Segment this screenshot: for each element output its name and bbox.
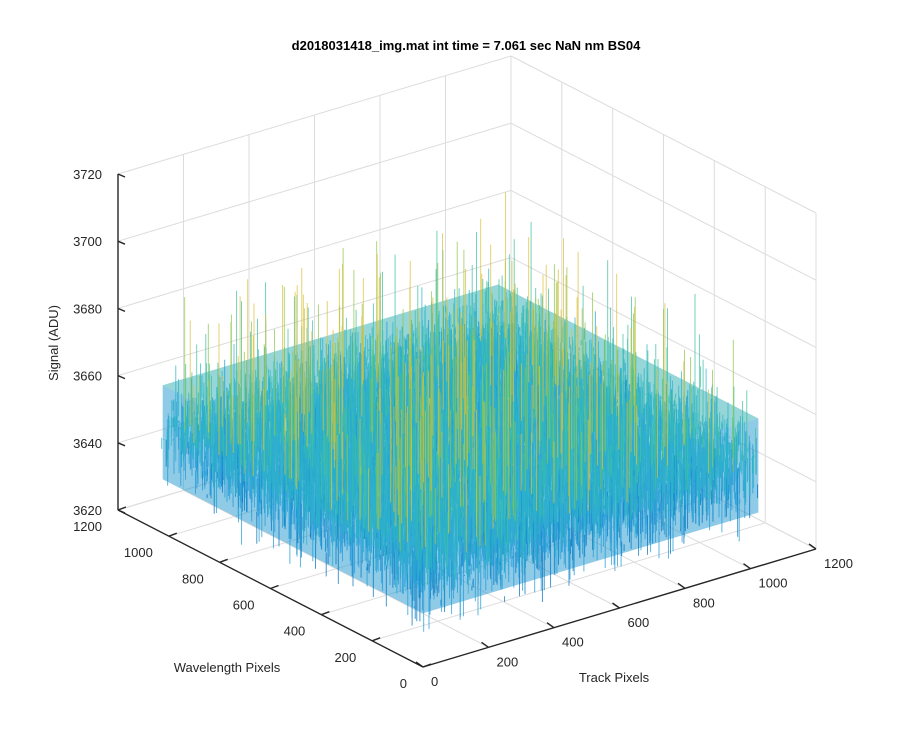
z-tick-mark: [117, 509, 126, 514]
back-wall-grid-line: [117, 122, 512, 242]
z-tick-mark: [117, 374, 126, 380]
x-tick-label: 0: [431, 674, 438, 689]
y-tick-label: 1200: [73, 519, 102, 534]
x-tick-mark: [415, 661, 424, 668]
y-tick-label: 800: [182, 571, 204, 586]
y-axis-label: Wavelength Pixels: [174, 660, 281, 675]
x-tick-label: 800: [693, 595, 715, 610]
side-wall-grid-line: [510, 55, 817, 214]
z-tick-mark: [117, 307, 126, 313]
x-tick-mark: [677, 582, 686, 589]
y-tick-mark: [219, 558, 228, 563]
x-tick-label: 600: [628, 615, 650, 630]
y-tick-label: 400: [284, 624, 306, 639]
y-tick-label: 0: [400, 676, 407, 691]
side-wall-grid-line: [510, 189, 817, 348]
y-tick-mark: [371, 637, 381, 642]
y-tick-mark: [422, 663, 432, 668]
z-tick-label: 3620: [73, 503, 102, 518]
tick-layer: 0 200 400 600 800 1000 1200 0 200 400 600 800 1000 12…: [73, 167, 853, 691]
z-tick-label: 3720: [73, 167, 102, 182]
x-tick-mark: [808, 543, 817, 550]
x-tick-mark: [546, 622, 555, 629]
x-tick-label: 1000: [759, 576, 788, 591]
side-wall-grid-line: [510, 122, 817, 281]
surface-stroke-series-5: [189, 192, 709, 553]
z-tick-label: 3640: [73, 436, 102, 451]
z-axis-label: Signal (ADU): [46, 305, 61, 381]
x-tick-label: 1200: [824, 556, 853, 571]
y-tick-mark: [117, 506, 127, 511]
z-tick-mark: [117, 240, 126, 245]
axis-layer: [117, 173, 817, 668]
y-tick-label: 1000: [124, 545, 153, 560]
y-tick-mark: [270, 584, 279, 590]
x-tick-mark: [612, 602, 620, 609]
y-tick-label: 600: [233, 598, 255, 613]
x-tick-mark: [481, 641, 489, 648]
surface-layer: [161, 192, 759, 632]
surface-stroke-series-4: [184, 241, 734, 552]
z-tick-mark: [117, 173, 126, 178]
x-tick-mark: [743, 563, 751, 570]
back-wall-grid-line: [117, 189, 512, 309]
z-tick-label: 3660: [73, 369, 102, 384]
z-tick-label: 3680: [73, 301, 102, 316]
x-axis-label: Track Pixels: [579, 670, 650, 685]
z-tick-label: 3700: [73, 234, 102, 249]
z-tick-mark: [117, 442, 126, 447]
y-tick-mark: [168, 532, 178, 537]
chart-title: d2018031418_img.mat int time = 7.061 sec…: [292, 38, 641, 53]
x-tick-label: 200: [497, 654, 519, 669]
back-wall-grid-line: [117, 257, 512, 377]
x-tick-label: 400: [562, 635, 584, 650]
y-tick-label: 200: [334, 650, 356, 665]
y-tick-mark: [321, 611, 330, 616]
back-wall-grid-line: [117, 55, 512, 175]
